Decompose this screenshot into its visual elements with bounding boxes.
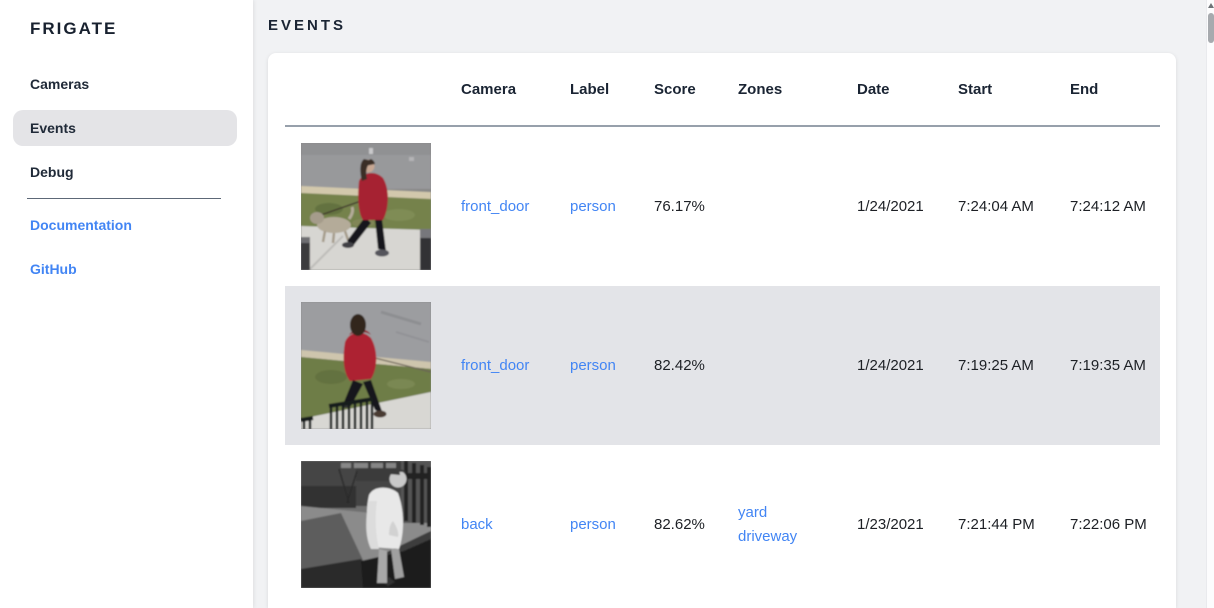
event-zones-cell: yard driveway bbox=[722, 501, 841, 549]
event-score: 82.42% bbox=[654, 357, 705, 374]
events-card: Camera Label Score Zones Date Start End bbox=[268, 53, 1176, 608]
sidebar-item-label: Debug bbox=[30, 164, 74, 180]
camera-link[interactable]: back bbox=[461, 516, 493, 533]
table-header-row: Camera Label Score Zones Date Start End bbox=[285, 53, 1160, 127]
event-thumbnail[interactable] bbox=[301, 143, 431, 270]
event-camera-cell: front_door bbox=[445, 357, 554, 374]
sidebar-link-label: Documentation bbox=[30, 217, 132, 233]
sidebar-item-label: Cameras bbox=[30, 76, 90, 92]
sidebar: FRIGATE Cameras Events Debug Documentati… bbox=[0, 0, 253, 608]
event-label-cell: person bbox=[554, 198, 638, 215]
event-date: 1/24/2021 bbox=[857, 198, 924, 215]
col-zones: Zones bbox=[738, 80, 783, 98]
col-date: Date bbox=[857, 80, 890, 98]
scrollbar-thumb[interactable] bbox=[1207, 13, 1214, 43]
col-score: Score bbox=[654, 80, 696, 98]
event-thumbnail-cell bbox=[285, 461, 445, 588]
event-start-time: 7:19:25 AM bbox=[958, 357, 1034, 374]
events-table: Camera Label Score Zones Date Start End bbox=[285, 53, 1160, 604]
camera-link[interactable]: front_door bbox=[461, 357, 530, 374]
event-end-time: 7:19:35 AM bbox=[1070, 357, 1146, 374]
col-label: Label bbox=[570, 80, 610, 98]
col-end: End bbox=[1070, 80, 1099, 98]
sidebar-link-label: GitHub bbox=[30, 261, 77, 277]
table-row[interactable]: front_door person 82.42% 1/24/2021 7:19:… bbox=[285, 286, 1160, 445]
event-thumbnail-cell bbox=[285, 143, 445, 270]
event-camera-cell: front_door bbox=[445, 198, 554, 215]
sidebar-item-cameras[interactable]: Cameras bbox=[13, 66, 237, 102]
event-label-cell: person bbox=[554, 516, 638, 533]
zone-link[interactable]: yard bbox=[738, 503, 768, 521]
event-date: 1/23/2021 bbox=[857, 516, 924, 533]
app-logo: FRIGATE bbox=[30, 19, 118, 38]
zone-link[interactable]: driveway bbox=[738, 527, 798, 545]
label-link[interactable]: person bbox=[570, 198, 616, 215]
sidebar-item-events[interactable]: Events bbox=[13, 110, 237, 146]
label-link[interactable]: person bbox=[570, 357, 616, 374]
sidebar-item-debug[interactable]: Debug bbox=[13, 154, 237, 190]
event-end-time: 7:22:06 PM bbox=[1070, 516, 1147, 533]
sidebar-link-github[interactable]: GitHub bbox=[13, 251, 237, 287]
sidebar-link-documentation[interactable]: Documentation bbox=[13, 207, 237, 243]
label-link[interactable]: person bbox=[570, 516, 616, 533]
scrollbar-up-arrow-icon[interactable] bbox=[1207, 3, 1214, 8]
col-camera: Camera bbox=[461, 80, 517, 98]
event-end-time: 7:24:12 AM bbox=[1070, 198, 1146, 215]
sidebar-item-label: Events bbox=[30, 120, 76, 136]
event-score: 82.62% bbox=[654, 516, 705, 533]
table-row[interactable]: front_door person 76.17% 1/24/2021 7:24:… bbox=[285, 127, 1160, 286]
sidebar-nav: Cameras Events Debug Documentation GitHu… bbox=[0, 66, 253, 287]
event-thumbnail[interactable] bbox=[301, 461, 431, 588]
col-start: Start bbox=[958, 80, 993, 98]
event-label-cell: person bbox=[554, 357, 638, 374]
event-thumbnail[interactable] bbox=[301, 302, 431, 429]
page-title: EVENTS bbox=[268, 17, 347, 34]
camera-link[interactable]: front_door bbox=[461, 198, 530, 215]
event-thumbnail-cell bbox=[285, 302, 445, 429]
sidebar-divider bbox=[27, 198, 221, 199]
vertical-scrollbar[interactable] bbox=[1206, 0, 1214, 608]
event-date: 1/24/2021 bbox=[857, 357, 924, 374]
table-row[interactable]: back person 82.62% yard driveway 1/23/20… bbox=[285, 445, 1160, 604]
event-camera-cell: back bbox=[445, 516, 554, 533]
event-score: 76.17% bbox=[654, 198, 705, 215]
event-start-time: 7:21:44 PM bbox=[958, 516, 1035, 533]
event-start-time: 7:24:04 AM bbox=[958, 198, 1034, 215]
